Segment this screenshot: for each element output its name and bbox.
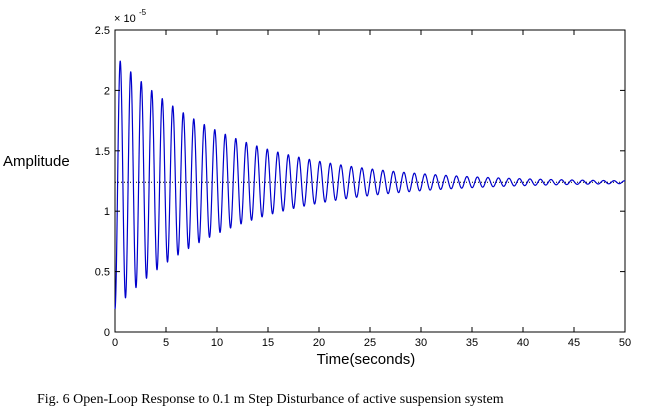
x-tick-label-15: 15: [262, 337, 274, 349]
y-tick-label-2.5: 2.5: [95, 25, 110, 37]
y-axis-ticks: 0 0.5 1 1.5 2 2.5: [95, 25, 625, 339]
series-line-0: [114, 60, 626, 310]
x-tick-label-10: 10: [211, 337, 223, 349]
figure-caption: Fig. 6 Open-Loop Response to 0.1 m Step …: [37, 392, 504, 407]
y-exponent-power: -5: [139, 8, 147, 17]
x-tick-label-5: 5: [163, 337, 169, 349]
x-tick-label-20: 20: [313, 337, 325, 349]
y-tick-label-1: 1: [104, 206, 110, 218]
x-tick-label-40: 40: [517, 337, 529, 349]
x-tick-label-50: 50: [619, 337, 631, 349]
y-tick-label-2: 2: [104, 85, 110, 97]
y-tick-label-0.5: 0.5: [95, 267, 110, 279]
y-tick-label-0: 0: [104, 327, 110, 339]
x-tick-label-0: 0: [112, 337, 118, 349]
x-tick-label-45: 45: [568, 337, 580, 349]
y-exponent-base: × 10: [114, 13, 136, 25]
series-layer: [114, 60, 626, 310]
y-axis-label: Amplitude: [3, 153, 70, 170]
x-axis-ticks: 0 5 10 15 20 25 30 35 40 45 50: [112, 30, 631, 349]
x-tick-label-25: 25: [364, 337, 376, 349]
y-tick-label-1.5: 1.5: [95, 146, 110, 158]
x-tick-label-35: 35: [466, 337, 478, 349]
x-tick-label-30: 30: [415, 337, 427, 349]
x-axis-label: Time(seconds): [317, 351, 416, 368]
